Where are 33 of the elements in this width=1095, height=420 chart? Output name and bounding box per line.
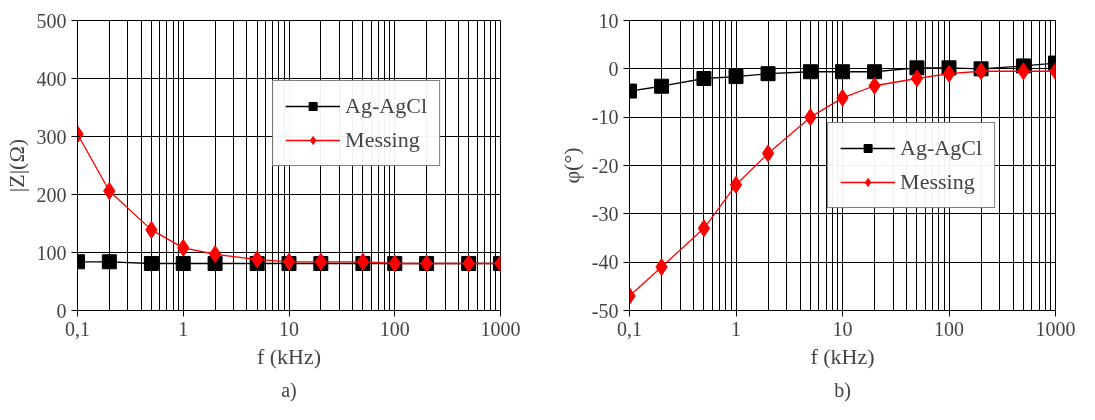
x-tick-label: 1 (178, 317, 189, 340)
y-tick-label: 100 (36, 241, 67, 264)
y-tick-label: 0 (56, 299, 67, 322)
x-tick-label: 0,1 (617, 317, 642, 340)
y-tick-label: -10 (591, 106, 619, 129)
y-tick-label: 500 (36, 9, 67, 32)
x-tick-label: 10 (832, 317, 853, 340)
x-tick-label: 10 (279, 317, 299, 340)
y-tick-label: 300 (36, 125, 67, 148)
y-tick-label: 10 (598, 9, 619, 32)
x-tick-label: 1 (731, 317, 741, 340)
x-tick-label: 100 (934, 317, 964, 340)
y-axis-title: |Z|(Ω) (3, 138, 29, 193)
y-tick-label: -20 (591, 154, 619, 177)
x-tick-label: 0,1 (65, 317, 90, 340)
x-axis-title: f (kHz) (810, 343, 875, 369)
legend-label: Messing (345, 127, 420, 153)
y-axis-title: φ(°) (558, 147, 584, 184)
y-tick-label: -50 (591, 299, 619, 322)
y-tick-label: 200 (36, 183, 67, 206)
legend-label: Ag-AgCl (345, 93, 427, 119)
y-tick-label: -40 (591, 251, 619, 274)
x-tick-label: 1000 (1035, 317, 1076, 340)
legend-label: Messing (900, 169, 975, 195)
legend-label: Ag-AgCl (900, 135, 982, 161)
x-axis-title: f (kHz) (256, 343, 322, 369)
x-tick-label: 100 (379, 317, 410, 340)
text: a) (281, 378, 297, 402)
text: b) (834, 378, 851, 402)
y-tick-label: 0 (608, 57, 619, 80)
y-tick-label: 400 (36, 67, 67, 90)
x-tick-label: 1000 (480, 317, 521, 340)
y-tick-label: -30 (591, 202, 619, 225)
